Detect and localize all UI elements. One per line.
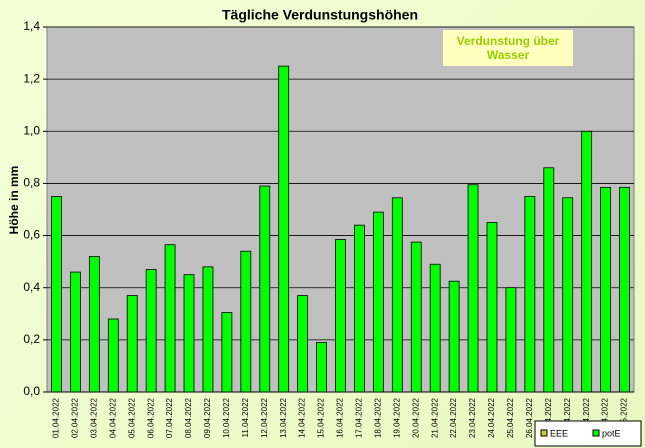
bar — [581, 130, 593, 393]
legend-label: EEE — [550, 428, 568, 438]
x-tick-label: 12.04.2022 — [260, 397, 269, 438]
y-tick-label: 0,2 — [23, 332, 40, 346]
y-axis-label: Höhe in mm — [7, 166, 21, 235]
x-tick-label: 27.04.2022 — [544, 397, 553, 438]
bar — [562, 197, 574, 393]
bar — [240, 250, 252, 393]
y-tick-label: 1,0 — [23, 123, 40, 137]
bar — [164, 244, 176, 393]
bar — [619, 186, 630, 393]
x-tick-label: 06.04.2022 — [146, 397, 155, 438]
bar — [524, 196, 536, 393]
y-tick-label: 0,8 — [23, 176, 40, 190]
bar — [354, 224, 365, 393]
x-tick-label: 28.04.2022 — [563, 397, 572, 438]
legend-box — [534, 420, 642, 447]
bar — [372, 211, 384, 393]
bar — [145, 269, 157, 393]
x-tick-label: 11.04.2022 — [241, 397, 250, 437]
x-tick-label: 19.04.2022 — [392, 397, 401, 438]
x-tick-label: 23.04.2022 — [468, 397, 477, 438]
bar — [543, 167, 555, 393]
bar — [88, 256, 100, 393]
x-tick-label: 01.04.2022 — [52, 397, 61, 438]
y-tick-label: 0,6 — [23, 228, 40, 242]
x-tick-label: 13.04.2022 — [279, 397, 288, 438]
x-tick-label: 17.04.2022 — [355, 397, 364, 438]
x-tick-label: 16.04.2022 — [336, 397, 345, 438]
x-tick-label: 01.05.2022 — [620, 397, 629, 438]
bar — [335, 239, 346, 393]
x-tick-label: 26.04.2022 — [525, 397, 534, 438]
x-tick-label: 10.04.2022 — [222, 397, 231, 438]
bar — [259, 185, 271, 393]
bar — [70, 271, 81, 393]
x-tick-label: 30.04.2022 — [601, 397, 610, 438]
bar — [316, 342, 327, 393]
bar — [429, 263, 441, 393]
x-tick-label: 05.04.2022 — [127, 397, 136, 438]
x-tick-label: 29.04.2022 — [582, 397, 591, 438]
x-tick-label: 15.04.2022 — [317, 397, 326, 438]
bar — [107, 318, 119, 393]
y-tick-label: 0,4 — [23, 280, 40, 294]
annotation: Verdunstung über Wasser — [443, 30, 573, 66]
x-tick-label: 20.04.2022 — [411, 397, 420, 438]
x-tick-label: 09.04.2022 — [203, 397, 212, 438]
bar — [126, 295, 138, 393]
x-tick-label: 21.04.2022 — [430, 397, 439, 438]
y-tick-label: 1,2 — [23, 71, 40, 85]
bar — [505, 287, 517, 393]
x-tick-label: 03.04.2022 — [89, 397, 98, 438]
legend-marker — [592, 429, 600, 437]
bar — [278, 65, 290, 393]
bar — [221, 312, 233, 393]
bar — [297, 295, 309, 393]
bar — [410, 241, 422, 393]
bar — [448, 280, 460, 393]
x-tick-label: 25.04.2022 — [506, 397, 515, 438]
bar — [51, 196, 62, 393]
x-tick-label: 08.04.2022 — [184, 397, 193, 438]
bar — [486, 222, 498, 393]
chart-title: Tägliche Verdunstungshöhen — [222, 7, 418, 23]
x-tick-label: 14.04.2022 — [298, 397, 307, 438]
legend-label: potE — [602, 428, 621, 438]
legend-marker — [540, 429, 548, 437]
y-tick-label: 1,4 — [23, 19, 40, 33]
x-tick-label: 18.04.2022 — [373, 397, 382, 438]
x-tick-label: 24.04.2022 — [487, 397, 496, 438]
x-tick-label: 02.04.2022 — [71, 397, 80, 438]
x-tick-label: 22.04.2022 — [449, 397, 458, 438]
bar — [183, 274, 195, 393]
bar — [600, 186, 611, 393]
x-tick-label: 07.04.2022 — [165, 397, 174, 438]
bar — [202, 266, 214, 393]
x-tick-label: 04.04.2022 — [108, 397, 117, 438]
bar — [467, 184, 479, 393]
y-tick-label: 0,0 — [23, 384, 40, 398]
bar — [391, 197, 403, 393]
